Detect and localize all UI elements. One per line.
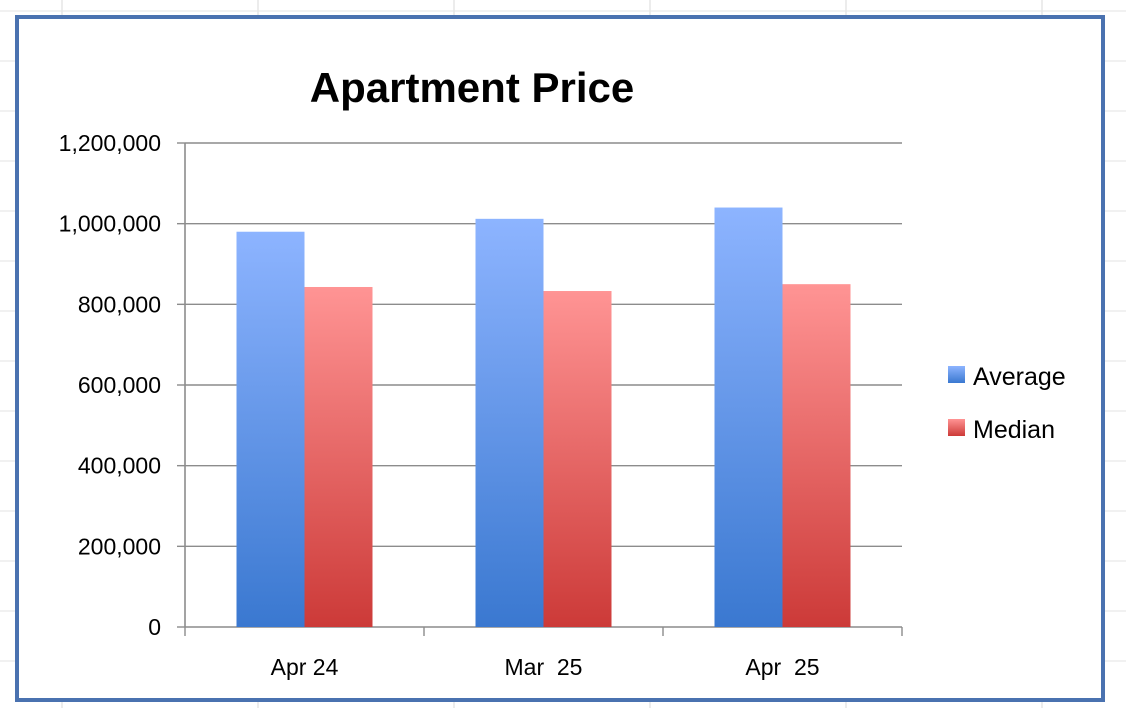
median-bar	[543, 291, 612, 627]
median-bar	[304, 286, 373, 627]
x-category-label: Mar 25	[505, 654, 583, 680]
y-tick-label: 1,200,000	[59, 130, 161, 156]
average-bar	[714, 207, 783, 628]
legend-label-median: Median	[973, 416, 1055, 444]
average-bar	[475, 218, 544, 627]
x-category-label: Apr 24	[271, 654, 339, 680]
y-tick-label: 400,000	[78, 453, 161, 479]
legend-swatch-median	[948, 419, 965, 436]
y-tick-label: 600,000	[78, 372, 161, 398]
axis-labels: 0 200,000 400,000 600,000 800,000 1,000,000 1,…	[59, 130, 820, 680]
bars	[236, 207, 851, 628]
chart-title: Apartment Price	[310, 64, 634, 111]
legend[interactable]: Average Median	[948, 363, 1066, 444]
legend-label-average: Average	[973, 363, 1066, 391]
y-tick-label: 800,000	[78, 291, 161, 317]
median-bar	[782, 284, 851, 627]
y-tick-label: 1,000,000	[59, 211, 161, 237]
legend-swatch-average	[948, 366, 965, 383]
average-bar	[236, 231, 305, 627]
y-tick-label: 0	[148, 614, 161, 640]
x-category-label: Apr 25	[745, 654, 819, 680]
y-tick-label: 200,000	[78, 533, 161, 559]
